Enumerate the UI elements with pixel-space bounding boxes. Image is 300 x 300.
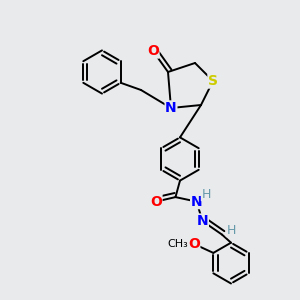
Text: CH₃: CH₃ <box>167 239 188 249</box>
Text: N: N <box>191 195 202 208</box>
Text: N: N <box>197 214 208 228</box>
Text: H: H <box>226 224 236 237</box>
Text: N: N <box>165 101 177 115</box>
Text: S: S <box>208 74 218 88</box>
Text: H: H <box>201 188 211 201</box>
Text: O: O <box>150 195 162 208</box>
Text: O: O <box>188 237 200 251</box>
Text: O: O <box>147 44 159 58</box>
